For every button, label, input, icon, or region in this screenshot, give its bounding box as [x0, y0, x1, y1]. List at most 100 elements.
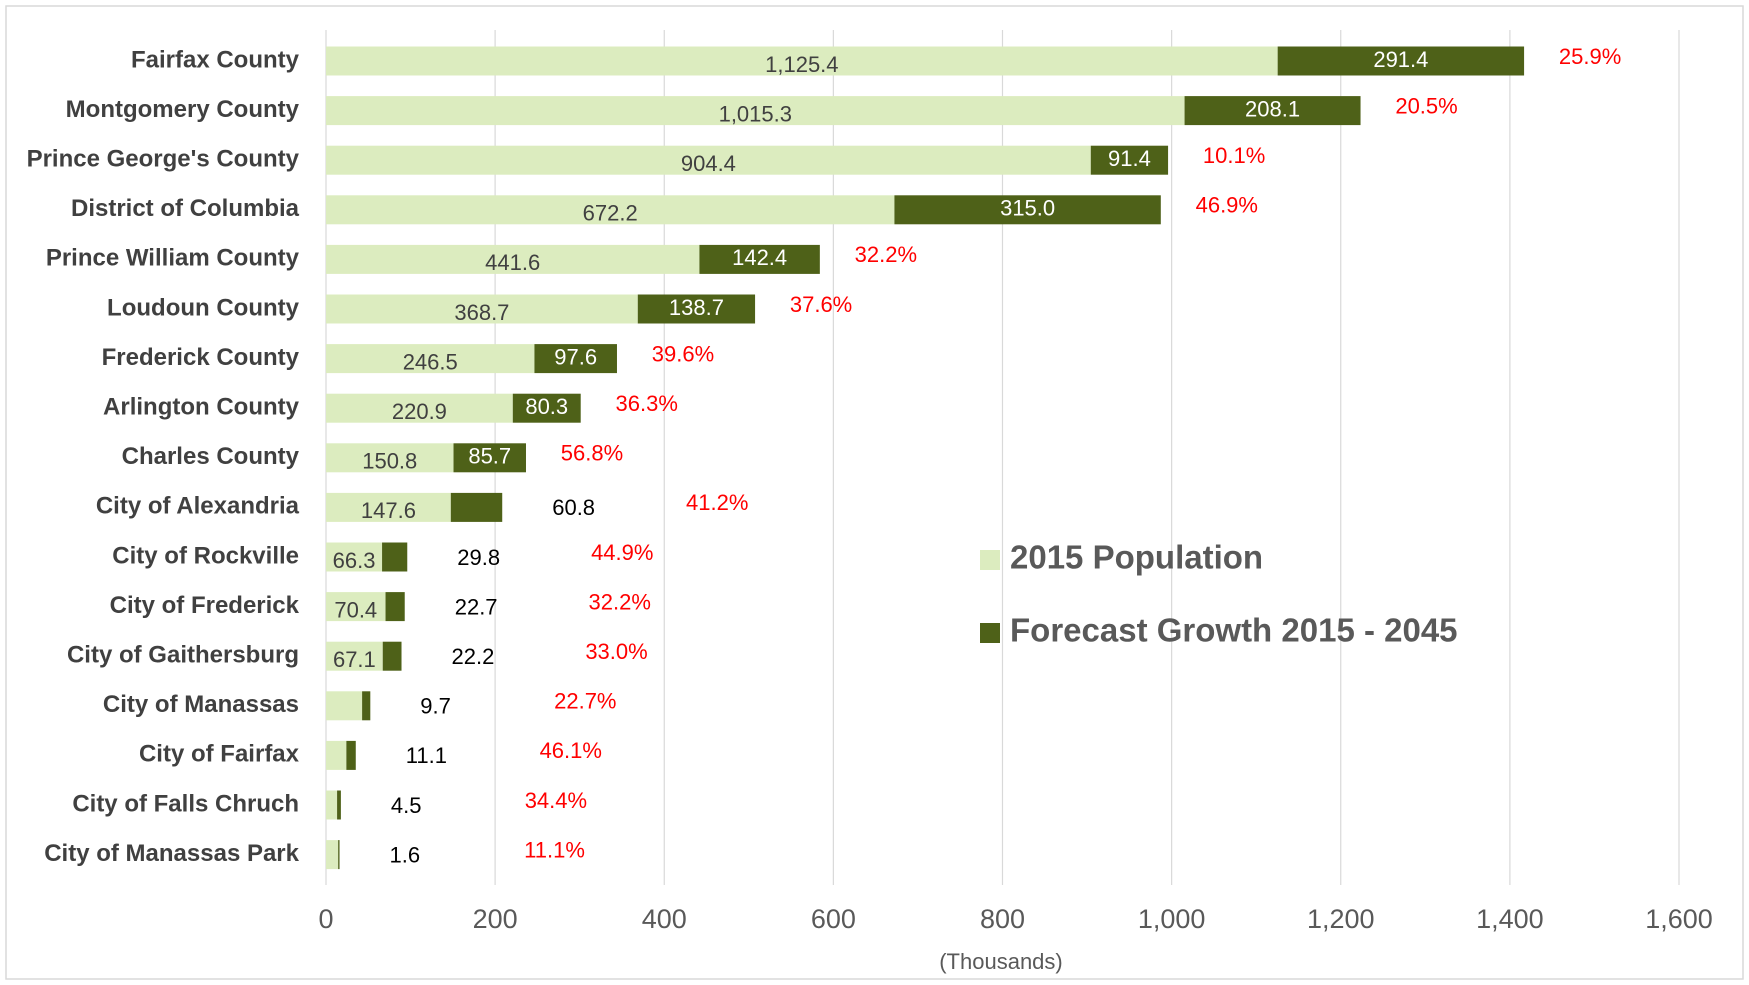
bar-segment — [326, 393, 513, 423]
bar-segment — [326, 790, 338, 820]
data-label: 441.6 — [485, 250, 540, 275]
x-tick-label: 1,000 — [1138, 904, 1206, 934]
bar-segment — [326, 443, 454, 473]
category-label: City of Frederick — [110, 592, 300, 619]
category-label: Loudoun County — [107, 294, 300, 321]
bar-segment — [894, 195, 1161, 225]
category-label: Charles County — [122, 443, 300, 470]
data-label: 60.8 — [552, 495, 595, 520]
data-label: 85.7 — [468, 444, 511, 469]
bar-segment — [326, 840, 339, 870]
data-label: 291.4 — [1373, 47, 1428, 72]
data-label: 67.1 — [333, 647, 376, 672]
data-label: 368.7 — [454, 300, 509, 325]
bar-segment — [326, 691, 363, 721]
category-label: City of Manassas — [103, 691, 299, 718]
bar-segment — [534, 344, 617, 374]
bar-segment — [326, 592, 386, 622]
percent-label: 41.2% — [686, 490, 748, 515]
x-tick-label: 1,400 — [1476, 904, 1544, 934]
data-label: 91.4 — [1108, 146, 1151, 171]
bar-segment — [326, 145, 1091, 175]
data-label: 22.2 — [452, 644, 495, 669]
percent-label: 44.9% — [591, 540, 653, 565]
bar-segment — [346, 740, 356, 770]
category-label: Fairfax County — [131, 46, 300, 73]
bar-segment — [326, 492, 451, 522]
bar-segment — [450, 492, 503, 522]
percent-label: 32.2% — [855, 242, 917, 267]
bar-segment — [453, 443, 526, 473]
percent-label: 32.2% — [589, 589, 651, 614]
category-label: City of Alexandria — [96, 493, 300, 520]
bar-segment — [326, 542, 383, 572]
category-label: Frederick County — [102, 344, 300, 371]
percent-label: 33.0% — [585, 639, 647, 664]
data-label: 1,015.3 — [719, 101, 792, 126]
category-label: City of Gaithersburg — [67, 642, 299, 669]
data-label: 246.5 — [403, 349, 458, 374]
category-label: Prince William County — [46, 245, 300, 272]
bar-segment — [326, 641, 383, 671]
bar-segment — [326, 294, 638, 324]
bar-segment — [512, 393, 581, 423]
data-label: 138.7 — [669, 295, 724, 320]
percent-label: 25.9% — [1559, 44, 1621, 69]
x-tick-label: 400 — [642, 904, 687, 934]
bar-segment — [338, 840, 340, 870]
bar-segment — [326, 46, 1278, 76]
x-axis-title: (Thousands) — [939, 949, 1063, 974]
legend-swatch — [980, 623, 1000, 643]
bar-segment — [1184, 96, 1361, 126]
percent-label: 10.1% — [1203, 143, 1265, 168]
percent-label: 39.6% — [652, 341, 714, 366]
bar-segment — [337, 790, 341, 820]
bar-segment — [382, 542, 408, 572]
bar-segment — [326, 96, 1185, 126]
bar-segment — [326, 740, 347, 770]
category-label: City of Falls Chruch — [72, 790, 299, 817]
x-tick-label: 600 — [811, 904, 856, 934]
data-label: 4.5 — [391, 793, 422, 818]
data-label: 147.6 — [361, 498, 416, 523]
percent-label: 11.1% — [524, 837, 585, 862]
percent-label: 22.7% — [554, 689, 616, 714]
percent-label: 34.4% — [525, 788, 587, 813]
x-tick-label: 800 — [980, 904, 1025, 934]
data-label: 220.9 — [392, 399, 447, 424]
bar-segment — [385, 592, 405, 622]
data-label: 11.1 — [406, 743, 447, 768]
legend-swatch — [980, 550, 1000, 570]
data-label: 22.7 — [455, 594, 498, 619]
percent-label: 46.9% — [1196, 193, 1258, 218]
bar-segment — [382, 641, 402, 671]
category-label: City of Manassas Park — [44, 840, 299, 867]
data-label: 29.8 — [457, 545, 500, 570]
data-label: 904.4 — [681, 151, 736, 176]
category-label: Prince George's County — [27, 146, 300, 173]
bar-segment — [326, 195, 895, 225]
data-label: 9.7 — [420, 694, 451, 719]
data-label: 66.3 — [333, 548, 376, 573]
bar-segment — [1277, 46, 1525, 76]
percent-label: 20.5% — [1395, 93, 1457, 118]
category-label: City of Rockville — [112, 542, 299, 569]
percent-label: 36.3% — [616, 391, 678, 416]
data-label: 150.8 — [362, 449, 417, 474]
x-tick-label: 0 — [318, 904, 333, 934]
percent-label: 56.8% — [561, 441, 623, 466]
bar-segment — [1090, 145, 1169, 175]
category-label: Montgomery County — [66, 96, 300, 123]
data-label: 97.6 — [554, 344, 597, 369]
data-label: 1,125.4 — [765, 52, 838, 77]
bar-segment — [326, 344, 535, 374]
bar-segment — [326, 244, 700, 274]
percent-label: 37.6% — [790, 292, 852, 317]
category-label: City of Fairfax — [139, 741, 300, 768]
data-label: 315.0 — [1000, 196, 1055, 221]
legend-label: Forecast Growth 2015 - 2045 — [1010, 612, 1458, 649]
data-label: 70.4 — [334, 597, 377, 622]
percent-label: 46.1% — [540, 738, 602, 763]
x-tick-label: 200 — [473, 904, 518, 934]
